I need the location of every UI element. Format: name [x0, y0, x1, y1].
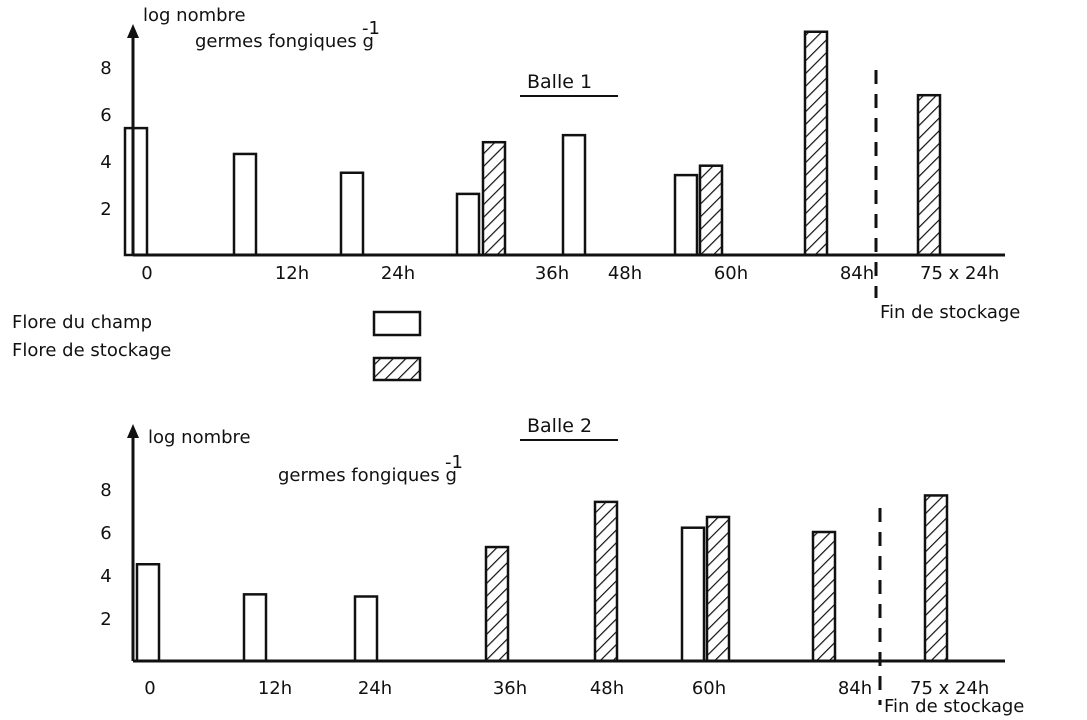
chart-2-x-tick-labels: 0 12h 24h 36h 48h 60h 84h 75 x 24h: [144, 678, 989, 699]
chart-2-x-tick-2: 24h: [358, 678, 392, 699]
chart-2-bar-field-1: [242, 593, 268, 663]
chart-1-bar-field-4: [561, 133, 587, 257]
chart-1-bar-storage-6: [803, 30, 829, 257]
chart-1-end-of-storage-label: Fin de stockage: [880, 302, 1020, 323]
legend-label-field: Flore du champ: [12, 312, 152, 333]
chart-1-bar-storage-7: [916, 93, 942, 257]
chart-1-x-tick-5: 60h: [714, 263, 748, 284]
chart-1-bar-field-3: [455, 192, 481, 257]
chart-1-ylabel-exponent: -1: [362, 18, 380, 39]
chart-2-end-of-storage-label: Fin de stockage: [884, 696, 1024, 717]
chart-1-x-tick-6: 84h: [840, 263, 874, 284]
legend-swatch-storage: [372, 356, 422, 382]
chart-1-x-tick-2: 24h: [381, 263, 415, 284]
chart-1-y-arrow: [127, 24, 139, 38]
legend: Flore du champ Flore de stockage: [12, 310, 422, 382]
chart-1-x-tick-3: 36h: [535, 263, 569, 284]
chart-1-x-tick-1: 12h: [275, 263, 309, 284]
chart-1-bar-field-1: [232, 152, 258, 257]
chart-1-bars: [123, 30, 942, 257]
chart-balle-1: log nombre germes fongiques g -1 Balle 1…: [100, 5, 1020, 323]
chart-2-bar-storage-4: [593, 500, 619, 663]
chart-2-bars: [135, 494, 949, 663]
chart-2-bar-storage-5: [705, 515, 731, 663]
chart-2-bar-field-2: [353, 595, 379, 663]
chart-2-x-tick-3: 36h: [493, 678, 527, 699]
chart-2-x-tick-5: 60h: [692, 678, 726, 699]
chart-2-x-tick-6: 84h: [838, 678, 872, 699]
chart-1-y-tick-4: 4: [100, 152, 111, 173]
chart-1-bar-field-0: [123, 126, 149, 257]
chart-2-y-tick-6: 6: [100, 523, 111, 544]
chart-2-bar-field-5: [680, 526, 706, 663]
chart-1-y-tick-2: 2: [100, 199, 111, 220]
chart-1-x-tick-4: 48h: [608, 263, 642, 284]
chart-1-bar-storage-5: [698, 164, 724, 257]
chart-1-title: Balle 1: [527, 71, 592, 93]
chart-2-title: Balle 2: [527, 415, 592, 437]
chart-2-bar-storage-6: [811, 530, 837, 663]
chart-1-y-tick-6: 6: [100, 105, 111, 126]
chart-2-ylabel-line2: germes fongiques g: [278, 465, 457, 486]
chart-2-x-tick-0: 0: [144, 678, 155, 699]
chart-1-y-tick-8: 8: [100, 58, 111, 79]
chart-1-bar-storage-3: [481, 140, 507, 257]
chart-1-x-tick-7: 75 x 24h: [920, 263, 999, 284]
chart-2-y-tick-2: 2: [100, 609, 111, 630]
chart-1-ylabel-line1: log nombre: [143, 5, 246, 26]
chart-2-x-tick-4: 48h: [590, 678, 624, 699]
chart-balle-2: log nombre germes fongiques g -1 Balle 2…: [100, 415, 1024, 717]
chart-2-bar-storage-7: [923, 494, 949, 663]
chart-1-bar-field-5: [673, 173, 699, 257]
chart-2-y-arrow: [127, 424, 139, 438]
legend-swatch-field: [372, 310, 422, 337]
chart-2-y-tick-4: 4: [100, 566, 111, 587]
chart-2-y-tick-labels: 2 4 6 8: [100, 480, 111, 630]
chart-1-y-tick-labels: 2 4 6 8: [100, 58, 111, 220]
chart-2-bar-storage-3: [484, 545, 510, 663]
chart-2-ylabel-line1: log nombre: [148, 427, 251, 448]
chart-1-x-tick-0: 0: [141, 263, 152, 284]
chart-2-x-tick-1: 12h: [258, 678, 292, 699]
chart-2-y-tick-8: 8: [100, 480, 111, 501]
chart-2-bar-field-0: [135, 563, 161, 663]
chart-1-x-tick-labels: 0 12h 24h 36h 48h 60h 84h 75 x 24h: [141, 263, 999, 284]
chart-2-x-tick-7: 75 x 24h: [910, 678, 989, 699]
legend-label-storage: Flore de stockage: [12, 340, 171, 361]
chart-2-ylabel-exponent: -1: [445, 452, 463, 473]
chart-1-bar-field-2: [339, 171, 365, 257]
chart-1-ylabel-line2: germes fongiques g: [195, 31, 374, 52]
